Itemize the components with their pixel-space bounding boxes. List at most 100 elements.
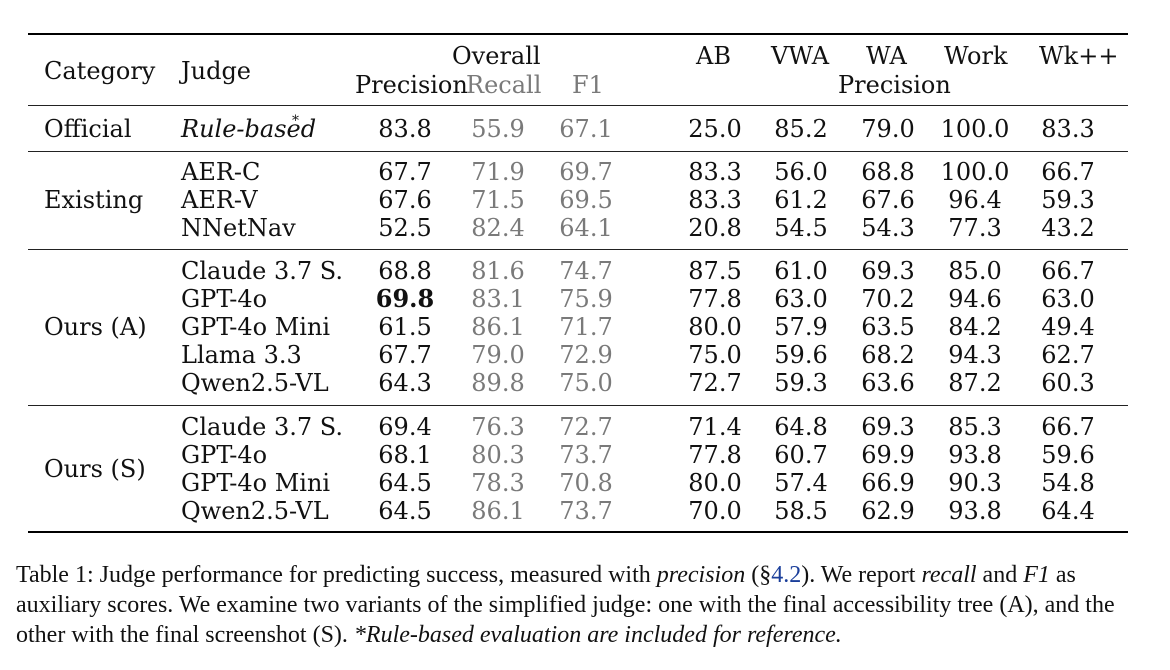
judge-name: GPT-4o xyxy=(181,441,268,469)
cell-ab: 77.8 xyxy=(688,285,742,313)
cell-ab: 80.0 xyxy=(688,469,742,497)
cell-recall: 81.6 xyxy=(471,257,525,285)
caption-f1: F1 xyxy=(1023,562,1050,588)
cell-wa: 66.9 xyxy=(861,469,915,497)
cell-wkpp: 60.3 xyxy=(1041,369,1095,397)
cell-vwa: 57.4 xyxy=(774,469,828,497)
cell-f1: 72.7 xyxy=(559,413,613,441)
header-rule xyxy=(28,105,1128,106)
cell-f1: 75.9 xyxy=(559,285,613,313)
header-recall: Recall xyxy=(466,71,542,99)
cell-recall: 78.3 xyxy=(471,469,525,497)
cell-ab: 72.7 xyxy=(688,369,742,397)
header-judge: Judge xyxy=(181,57,252,85)
judge-name: Claude 3.7 S. xyxy=(181,257,344,285)
group-rule-2 xyxy=(28,249,1128,250)
caption-section-link[interactable]: 4.2 xyxy=(771,562,802,588)
cell-work: 85.3 xyxy=(948,413,1002,441)
cell-wkpp: 54.8 xyxy=(1041,469,1095,497)
cell-wa: 62.9 xyxy=(861,497,915,525)
cell-wa: 79.0 xyxy=(861,115,915,143)
cell-work: 90.3 xyxy=(948,469,1002,497)
cell-precision: 52.5 xyxy=(378,214,432,242)
header-category: Category xyxy=(44,57,156,85)
cell-ab: 20.8 xyxy=(688,214,742,242)
cell-f1: 75.0 xyxy=(559,369,613,397)
cell-work: 96.4 xyxy=(948,186,1002,214)
judge-name: NNetNav xyxy=(181,214,296,242)
judge-name: AER-V xyxy=(181,186,258,214)
caption-part-4: and xyxy=(976,562,1024,588)
caption-part-2: (§ xyxy=(745,562,772,588)
cell-recall: 86.1 xyxy=(471,497,525,525)
cell-wkpp: 43.2 xyxy=(1041,214,1095,242)
cell-work: 94.6 xyxy=(948,285,1002,313)
cell-precision: 69.8 xyxy=(375,284,435,313)
cell-recall: 71.9 xyxy=(471,158,525,186)
cell-vwa: 59.6 xyxy=(774,341,828,369)
cell-f1: 71.7 xyxy=(559,313,613,341)
judge-name: Claude 3.7 S. xyxy=(181,413,344,441)
cell-wkpp: 83.3 xyxy=(1041,115,1095,143)
cell-work: 100.0 xyxy=(940,115,1010,143)
category-label: Ours (S) xyxy=(44,455,146,483)
category-label: Existing xyxy=(44,186,144,214)
cell-precision: 61.5 xyxy=(378,313,432,341)
cell-recall: 80.3 xyxy=(471,441,525,469)
header-wa: WA xyxy=(866,42,907,70)
cell-wkpp: 63.0 xyxy=(1041,285,1095,313)
cell-ab: 83.3 xyxy=(688,186,742,214)
cell-vwa: 57.9 xyxy=(774,313,828,341)
judge-name: GPT-4o xyxy=(181,285,268,313)
cell-work: 94.3 xyxy=(948,341,1002,369)
judge-name: Rule-based xyxy=(181,115,317,143)
cell-wa: 69.3 xyxy=(861,257,915,285)
cell-wkpp: 66.7 xyxy=(1041,158,1095,186)
cell-wa: 63.5 xyxy=(861,313,915,341)
cell-ab: 80.0 xyxy=(688,313,742,341)
cell-precision: 64.5 xyxy=(378,497,432,525)
header-overall: Overall xyxy=(452,42,541,70)
cell-wa: 69.3 xyxy=(861,413,915,441)
header-vwa: VWA xyxy=(771,42,830,70)
cell-wa: 67.6 xyxy=(861,186,915,214)
cell-work: 84.2 xyxy=(948,313,1002,341)
caption-recall: recall xyxy=(921,562,977,588)
caption-note: *Rule-based evaluation are included for … xyxy=(353,622,842,648)
cell-wkpp: 49.4 xyxy=(1041,313,1095,341)
judge-name: GPT-4o Mini xyxy=(181,313,331,341)
cell-ab: 75.0 xyxy=(688,341,742,369)
cell-recall: 83.1 xyxy=(471,285,525,313)
cell-ab: 70.0 xyxy=(688,497,742,525)
cell-ab: 77.8 xyxy=(688,441,742,469)
cell-recall: 86.1 xyxy=(471,313,525,341)
cell-wkpp: 62.7 xyxy=(1041,341,1095,369)
cell-ab: 83.3 xyxy=(688,158,742,186)
cell-wa: 54.3 xyxy=(861,214,915,242)
cell-precision: 68.1 xyxy=(378,441,432,469)
judge-name: Qwen2.5-VL xyxy=(181,497,329,525)
cell-ab: 87.5 xyxy=(688,257,742,285)
footnote-marker: * xyxy=(292,113,299,129)
caption-part-1: Table 1: Judge performance for predictin… xyxy=(16,562,657,588)
cell-precision: 68.8 xyxy=(378,257,432,285)
cell-f1: 72.9 xyxy=(559,341,613,369)
cell-vwa: 58.5 xyxy=(774,497,828,525)
header-wkpp: Wk++ xyxy=(1039,42,1119,70)
cell-wkpp: 64.4 xyxy=(1041,497,1095,525)
cell-recall: 79.0 xyxy=(471,341,525,369)
cell-work: 93.8 xyxy=(948,497,1002,525)
cell-wkpp: 59.3 xyxy=(1041,186,1095,214)
top-rule xyxy=(28,33,1128,35)
judge-name: Qwen2.5-VL xyxy=(181,369,329,397)
cell-vwa: 61.0 xyxy=(774,257,828,285)
cell-precision: 67.7 xyxy=(378,341,432,369)
cell-work: 100.0 xyxy=(940,158,1010,186)
cell-recall: 89.8 xyxy=(471,369,525,397)
cell-wkpp: 66.7 xyxy=(1041,413,1095,441)
group-rule-3 xyxy=(28,405,1128,406)
judge-name: GPT-4o Mini xyxy=(181,469,331,497)
caption-precision: precision xyxy=(656,562,746,588)
cell-recall: 55.9 xyxy=(471,115,525,143)
cell-work: 85.0 xyxy=(948,257,1002,285)
